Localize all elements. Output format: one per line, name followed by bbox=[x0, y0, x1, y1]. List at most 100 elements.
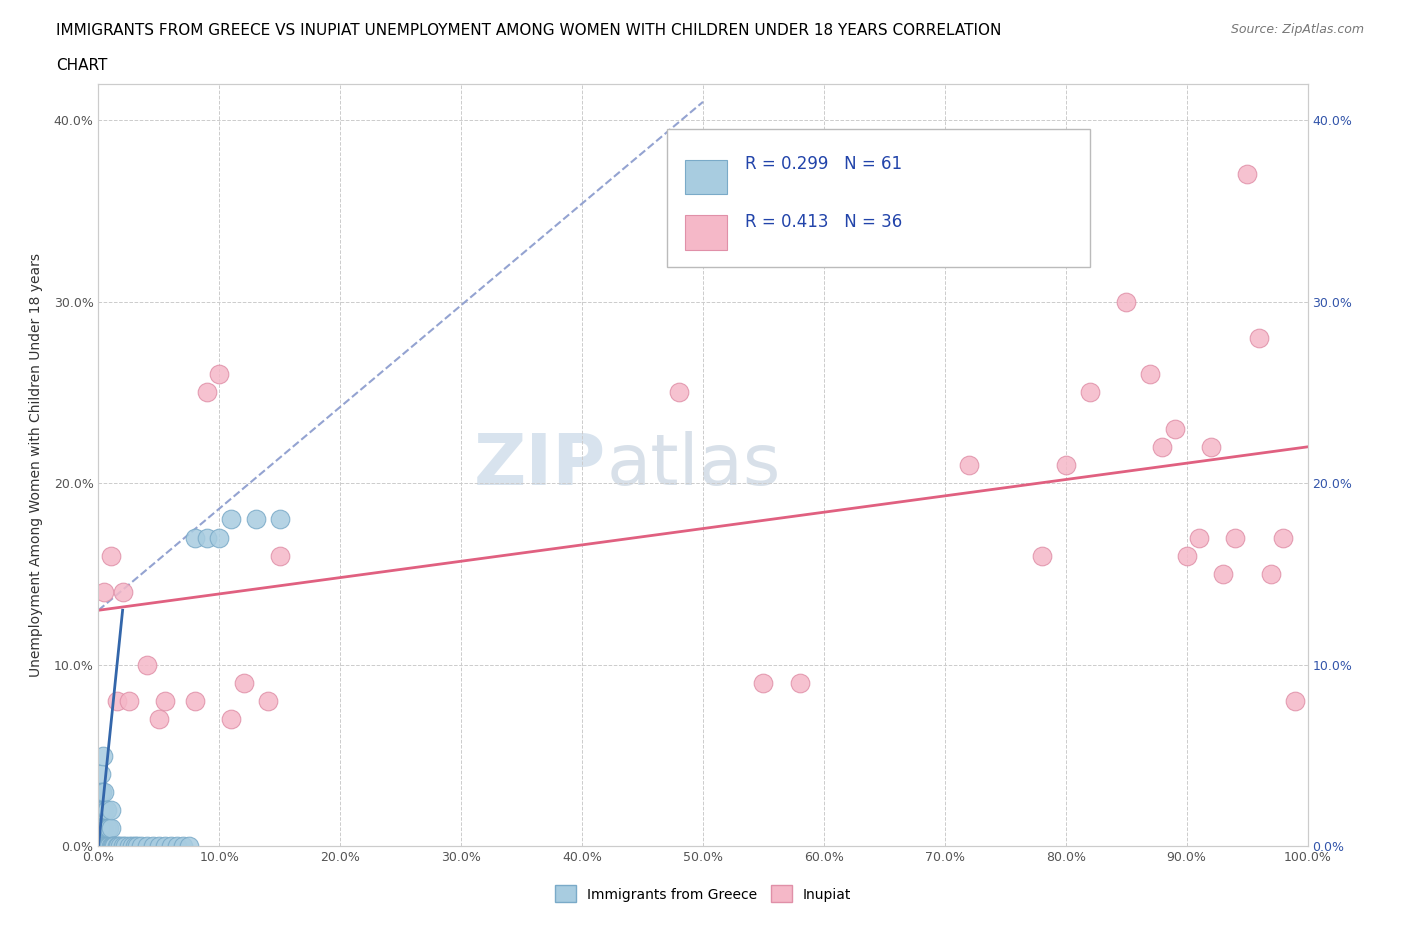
Point bbox=[93, 585, 115, 600]
Point bbox=[91, 820, 114, 835]
Bar bbox=[685, 215, 727, 250]
Point bbox=[1212, 566, 1234, 581]
Point bbox=[1284, 694, 1306, 709]
Point bbox=[124, 839, 146, 854]
Point bbox=[111, 585, 134, 600]
Text: R = 0.413   N = 36: R = 0.413 N = 36 bbox=[745, 214, 903, 232]
Point bbox=[1054, 458, 1077, 472]
Point bbox=[148, 711, 170, 726]
Point bbox=[1188, 530, 1211, 545]
Point bbox=[1199, 439, 1222, 454]
Point bbox=[108, 839, 131, 854]
Point bbox=[179, 839, 201, 854]
Point bbox=[103, 839, 125, 854]
Point bbox=[256, 694, 278, 709]
Point bbox=[135, 658, 157, 672]
Point bbox=[245, 512, 267, 527]
Point bbox=[91, 839, 114, 854]
Point bbox=[153, 694, 176, 709]
Point bbox=[89, 784, 111, 799]
Bar bbox=[685, 160, 727, 194]
Point bbox=[91, 803, 114, 817]
Point bbox=[100, 549, 122, 564]
Text: ZIP: ZIP bbox=[474, 431, 606, 499]
Point bbox=[195, 530, 218, 545]
Point bbox=[118, 694, 141, 709]
Point bbox=[91, 748, 114, 763]
Point bbox=[90, 820, 112, 835]
Point bbox=[1249, 330, 1271, 345]
Legend: Immigrants from Greece, Inupiat: Immigrants from Greece, Inupiat bbox=[550, 880, 856, 908]
Point bbox=[90, 766, 112, 781]
Point bbox=[166, 839, 188, 854]
Point bbox=[114, 839, 136, 854]
Point bbox=[153, 839, 176, 854]
Point bbox=[752, 675, 775, 690]
Point bbox=[1223, 530, 1246, 545]
Point bbox=[98, 820, 121, 835]
Point bbox=[118, 839, 141, 854]
Point bbox=[96, 803, 118, 817]
Point bbox=[90, 839, 112, 854]
Point bbox=[121, 839, 143, 854]
Point bbox=[105, 694, 128, 709]
Point bbox=[269, 512, 291, 527]
Point bbox=[91, 803, 114, 817]
Point bbox=[135, 839, 157, 854]
Point bbox=[208, 366, 231, 381]
Text: R = 0.299   N = 61: R = 0.299 N = 61 bbox=[745, 154, 903, 173]
Point bbox=[89, 839, 111, 854]
Point bbox=[232, 675, 254, 690]
Point bbox=[91, 784, 114, 799]
Point bbox=[100, 820, 122, 835]
Point bbox=[184, 530, 207, 545]
Point bbox=[94, 820, 117, 835]
Point bbox=[91, 820, 114, 835]
Point bbox=[1152, 439, 1174, 454]
Point bbox=[172, 839, 194, 854]
Point bbox=[107, 839, 129, 854]
Point bbox=[111, 839, 134, 854]
Text: Source: ZipAtlas.com: Source: ZipAtlas.com bbox=[1230, 23, 1364, 36]
Point bbox=[97, 839, 120, 854]
Text: CHART: CHART bbox=[56, 58, 108, 73]
Text: IMMIGRANTS FROM GREECE VS INUPIAT UNEMPLOYMENT AMONG WOMEN WITH CHILDREN UNDER 1: IMMIGRANTS FROM GREECE VS INUPIAT UNEMPL… bbox=[56, 23, 1001, 38]
Point bbox=[184, 694, 207, 709]
Point bbox=[1115, 294, 1137, 309]
Point bbox=[1163, 421, 1185, 436]
Point bbox=[1260, 566, 1282, 581]
Point bbox=[89, 820, 111, 835]
Point bbox=[269, 549, 291, 564]
Point bbox=[195, 385, 218, 400]
Point bbox=[1175, 549, 1198, 564]
Point bbox=[96, 820, 118, 835]
Point bbox=[1139, 366, 1161, 381]
Point bbox=[208, 530, 231, 545]
Point bbox=[96, 839, 118, 854]
Point bbox=[160, 839, 183, 854]
Point bbox=[100, 839, 122, 854]
Point bbox=[98, 839, 121, 854]
Point bbox=[957, 458, 980, 472]
Point bbox=[1078, 385, 1101, 400]
Point bbox=[148, 839, 170, 854]
Point bbox=[127, 839, 149, 854]
Point bbox=[1272, 530, 1295, 545]
Point bbox=[100, 803, 122, 817]
Text: atlas: atlas bbox=[606, 431, 780, 499]
Point bbox=[100, 839, 122, 854]
Point bbox=[105, 839, 128, 854]
Point bbox=[97, 820, 120, 835]
Point bbox=[101, 839, 124, 854]
Point bbox=[93, 803, 115, 817]
Point bbox=[91, 839, 114, 854]
Point bbox=[90, 784, 112, 799]
Point bbox=[789, 675, 811, 690]
Y-axis label: Unemployment Among Women with Children Under 18 years: Unemployment Among Women with Children U… bbox=[28, 253, 42, 677]
Point bbox=[94, 803, 117, 817]
Point bbox=[1031, 549, 1053, 564]
Point bbox=[1236, 167, 1258, 182]
Point bbox=[89, 803, 111, 817]
Point bbox=[142, 839, 165, 854]
Point bbox=[668, 385, 690, 400]
